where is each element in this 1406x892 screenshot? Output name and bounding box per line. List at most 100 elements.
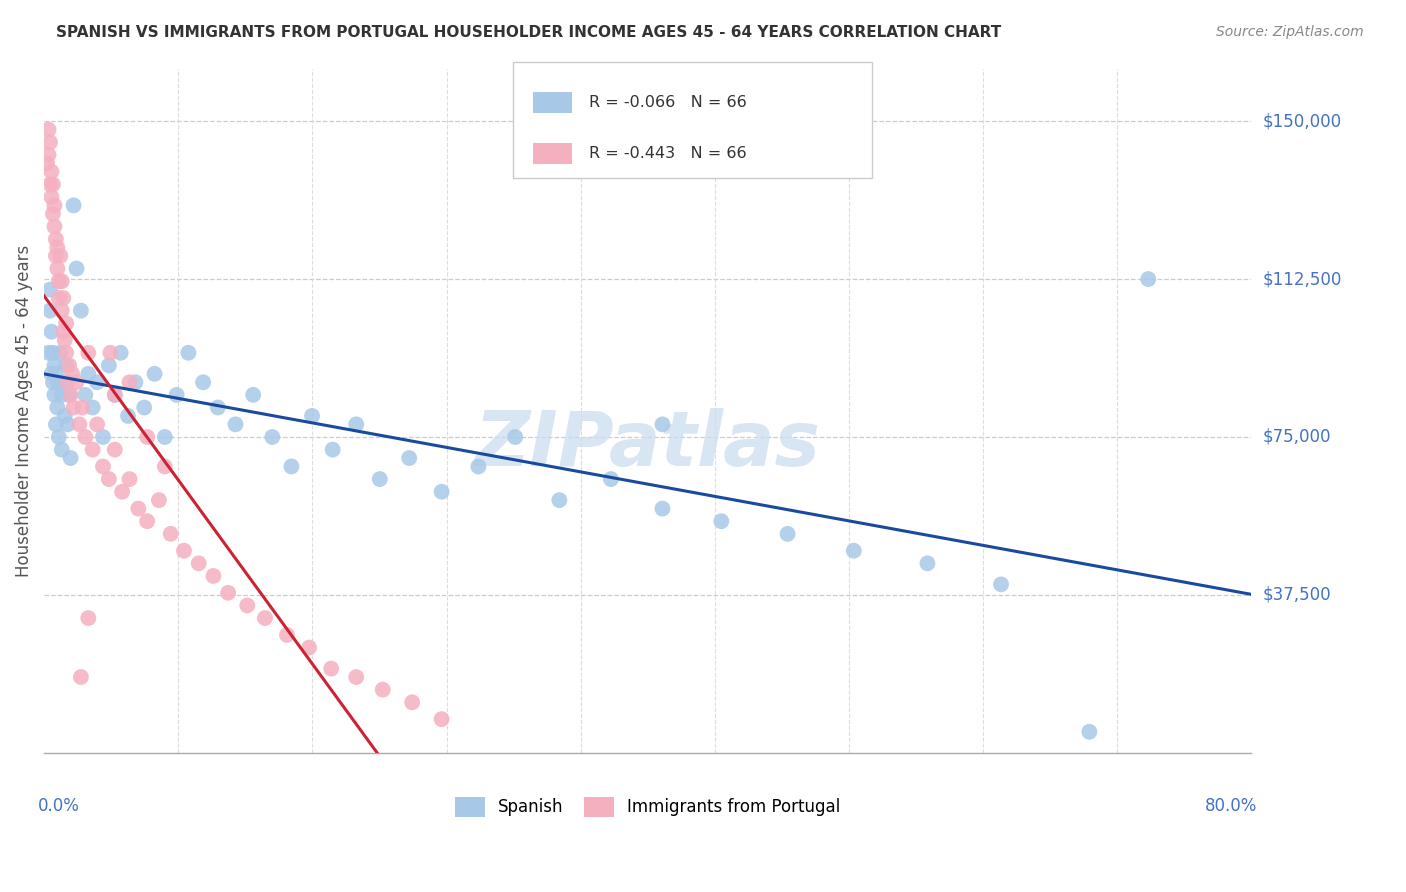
Point bbox=[51, 388, 73, 402]
Point bbox=[51, 274, 73, 288]
Point bbox=[104, 442, 127, 457]
Point bbox=[55, 316, 77, 330]
Point bbox=[45, 249, 67, 263]
Point bbox=[322, 442, 344, 457]
Point bbox=[86, 417, 108, 432]
Point bbox=[49, 249, 72, 263]
Point bbox=[82, 442, 104, 457]
Point bbox=[55, 359, 77, 373]
Point bbox=[173, 543, 195, 558]
Point bbox=[46, 376, 69, 390]
Point bbox=[39, 283, 62, 297]
Point bbox=[153, 430, 176, 444]
Point bbox=[776, 526, 799, 541]
Point bbox=[599, 472, 621, 486]
Y-axis label: Householder Income Ages 45 - 64 years: Householder Income Ages 45 - 64 years bbox=[15, 244, 32, 577]
Point bbox=[91, 459, 114, 474]
Point bbox=[104, 388, 127, 402]
Text: ZIPatlas: ZIPatlas bbox=[475, 408, 821, 482]
Point bbox=[35, 156, 58, 170]
Point bbox=[70, 670, 93, 684]
Point bbox=[62, 198, 84, 212]
Point bbox=[45, 367, 67, 381]
Point bbox=[38, 345, 60, 359]
Point bbox=[143, 367, 166, 381]
Point bbox=[77, 611, 100, 625]
Point bbox=[45, 232, 67, 246]
Point bbox=[58, 388, 80, 402]
Point bbox=[82, 401, 104, 415]
Point bbox=[118, 472, 141, 486]
Point bbox=[60, 367, 83, 381]
Point bbox=[44, 388, 66, 402]
Text: $150,000: $150,000 bbox=[1263, 112, 1341, 130]
Point bbox=[55, 345, 77, 359]
Point bbox=[42, 178, 65, 192]
Point bbox=[42, 207, 65, 221]
Point bbox=[134, 401, 156, 415]
Point bbox=[202, 569, 225, 583]
Point bbox=[72, 401, 94, 415]
Point bbox=[430, 484, 453, 499]
Point bbox=[104, 388, 127, 402]
Point bbox=[56, 417, 79, 432]
Point bbox=[651, 417, 673, 432]
Point bbox=[56, 376, 79, 390]
Point bbox=[262, 430, 284, 444]
Point bbox=[44, 219, 66, 234]
Point bbox=[53, 333, 76, 347]
Text: SPANISH VS IMMIGRANTS FROM PORTUGAL HOUSEHOLDER INCOME AGES 45 - 64 YEARS CORREL: SPANISH VS IMMIGRANTS FROM PORTUGAL HOUS… bbox=[56, 25, 1001, 40]
Point bbox=[48, 291, 70, 305]
Point bbox=[39, 135, 62, 149]
Point bbox=[53, 409, 76, 423]
Point bbox=[224, 417, 246, 432]
Point bbox=[1137, 272, 1160, 286]
Point bbox=[41, 325, 63, 339]
Point bbox=[136, 514, 159, 528]
Point bbox=[62, 401, 84, 415]
Point bbox=[49, 345, 72, 359]
Point bbox=[44, 359, 66, 373]
Point bbox=[48, 274, 70, 288]
Text: $37,500: $37,500 bbox=[1263, 586, 1331, 604]
Point bbox=[51, 303, 73, 318]
Point bbox=[467, 459, 489, 474]
Point bbox=[52, 291, 75, 305]
Point bbox=[301, 409, 323, 423]
Point bbox=[75, 388, 97, 402]
Point bbox=[39, 303, 62, 318]
Point bbox=[52, 325, 75, 339]
Point bbox=[117, 409, 139, 423]
Point bbox=[217, 586, 239, 600]
Point bbox=[127, 501, 149, 516]
Point bbox=[39, 178, 62, 192]
Point bbox=[207, 401, 229, 415]
Point bbox=[98, 345, 121, 359]
Point bbox=[118, 376, 141, 390]
Text: R = -0.443   N = 66: R = -0.443 N = 66 bbox=[589, 146, 747, 161]
Point bbox=[110, 345, 132, 359]
Point bbox=[51, 442, 73, 457]
Point bbox=[503, 430, 526, 444]
Point bbox=[651, 501, 673, 516]
Point bbox=[280, 459, 302, 474]
Text: 80.0%: 80.0% bbox=[1205, 797, 1257, 815]
Point bbox=[344, 417, 367, 432]
Point bbox=[42, 376, 65, 390]
Point bbox=[46, 240, 69, 254]
Point bbox=[59, 451, 82, 466]
Point bbox=[97, 359, 120, 373]
Point bbox=[58, 359, 80, 373]
Point bbox=[1078, 724, 1101, 739]
Point bbox=[91, 430, 114, 444]
Point bbox=[59, 388, 82, 402]
Point bbox=[236, 599, 259, 613]
Point bbox=[65, 261, 87, 276]
Point bbox=[70, 303, 93, 318]
Point bbox=[548, 493, 571, 508]
Point bbox=[42, 345, 65, 359]
Point bbox=[75, 430, 97, 444]
Point bbox=[401, 695, 423, 709]
Point bbox=[124, 376, 146, 390]
Point bbox=[69, 417, 91, 432]
